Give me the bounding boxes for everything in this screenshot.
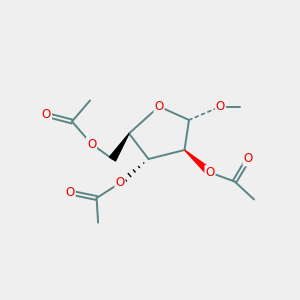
Text: O: O [206,166,214,179]
Polygon shape [110,134,129,161]
Text: O: O [244,152,253,166]
Text: O: O [116,176,124,190]
Polygon shape [184,150,212,175]
Text: O: O [154,100,164,113]
Text: O: O [42,108,51,122]
Text: O: O [216,100,225,113]
Text: O: O [87,137,96,151]
Text: O: O [66,186,75,199]
